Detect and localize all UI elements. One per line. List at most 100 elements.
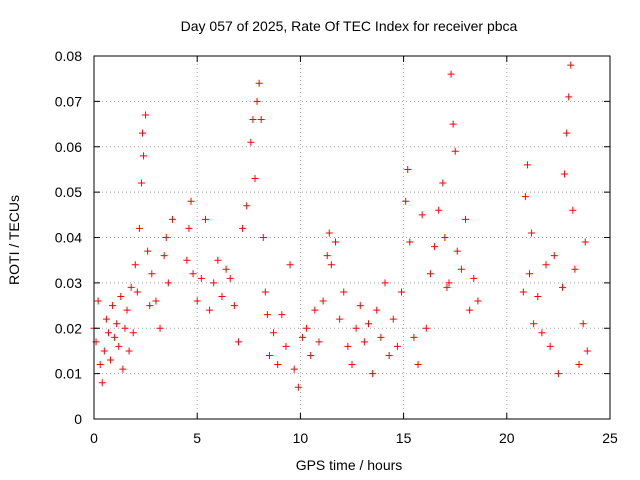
data-point — [261, 288, 269, 296]
data-point — [550, 252, 558, 260]
data-point — [148, 270, 156, 278]
data-point — [201, 215, 209, 223]
data-point — [185, 224, 193, 232]
data-point — [255, 79, 263, 87]
data-point — [113, 320, 121, 328]
data-point — [579, 320, 587, 328]
data-point — [569, 206, 577, 214]
x-tick-label: 5 — [193, 430, 201, 446]
data-point — [526, 270, 534, 278]
data-point — [336, 315, 344, 323]
data-point — [571, 265, 579, 273]
data-point — [286, 261, 294, 269]
y-tick-label: 0.06 — [55, 139, 82, 155]
data-point — [298, 333, 306, 341]
data-point — [247, 138, 255, 146]
y-tick-label: 0.04 — [55, 230, 82, 246]
data-point — [523, 161, 531, 169]
data-point — [360, 338, 368, 346]
data-point — [431, 243, 439, 251]
data-point — [222, 265, 230, 273]
data-point — [139, 129, 147, 137]
data-point — [239, 224, 247, 232]
y-tick-label: 0.05 — [55, 184, 82, 200]
data-point — [234, 338, 242, 346]
data-point — [160, 252, 168, 260]
data-point — [137, 179, 145, 187]
data-point — [119, 365, 127, 373]
data-point — [109, 302, 117, 310]
data-point — [249, 116, 257, 124]
data-point — [581, 238, 589, 246]
data-point — [127, 283, 135, 291]
data-point — [447, 70, 455, 78]
data-point — [104, 329, 112, 337]
data-point — [115, 342, 123, 350]
data-point — [187, 197, 195, 205]
data-point — [435, 206, 443, 214]
data-point — [406, 238, 414, 246]
data-point — [121, 324, 129, 332]
data-point — [162, 234, 170, 241]
data-point — [265, 351, 273, 359]
data-point — [129, 329, 137, 337]
data-point — [470, 274, 478, 282]
data-point — [102, 315, 110, 323]
data-point — [554, 370, 562, 378]
data-point — [111, 333, 119, 341]
data-point — [218, 292, 226, 300]
data-point — [140, 152, 148, 160]
data-point — [325, 229, 333, 237]
data-point — [443, 283, 451, 291]
data-point — [193, 297, 201, 305]
data-point — [369, 370, 377, 378]
data-point — [565, 93, 573, 101]
data-point — [474, 297, 482, 305]
data-point — [94, 297, 102, 305]
data-point — [466, 306, 474, 314]
x-axis-title: GPS time / hours — [296, 457, 403, 473]
data-point — [393, 342, 401, 350]
x-tick-label: 20 — [499, 430, 515, 446]
data-point — [290, 365, 298, 373]
data-point — [197, 274, 205, 282]
data-point — [414, 361, 422, 369]
y-tick-label: 0.02 — [55, 320, 82, 336]
data-point — [462, 215, 470, 223]
data-point — [146, 302, 154, 310]
data-point — [521, 193, 529, 201]
y-tick-label: 0 — [74, 411, 82, 427]
data-point — [575, 361, 583, 369]
data-point — [422, 324, 430, 332]
data-point — [538, 329, 546, 337]
chart-title: Day 057 of 2025, Rate Of TEC Index for r… — [181, 18, 518, 34]
data-point — [356, 302, 364, 310]
data-point — [107, 356, 115, 364]
data-point — [528, 229, 536, 237]
x-tick-label: 15 — [396, 430, 412, 446]
data-point — [243, 202, 251, 210]
data-point — [404, 165, 412, 173]
y-tick-label: 0.07 — [55, 93, 82, 109]
data-point — [389, 315, 397, 323]
data-point — [352, 324, 360, 332]
y-axis-title: ROTI / TECUs — [6, 195, 22, 285]
data-point — [263, 311, 271, 319]
data-point — [206, 306, 214, 314]
data-point — [319, 297, 327, 305]
data-point — [567, 61, 575, 69]
axis-layer: 0 5 10 15 20 25 0 0.01 0.02 0.03 0.04 0.05 0.06 0.07 0… — [55, 48, 618, 446]
data-point — [152, 297, 160, 305]
y-tick-label: 0.08 — [55, 48, 82, 64]
data-point — [340, 288, 348, 296]
x-tick-label: 10 — [293, 430, 309, 446]
data-point — [183, 256, 191, 264]
data-point — [457, 265, 465, 273]
y-tick-label: 0.01 — [55, 366, 82, 382]
data-point — [453, 247, 461, 255]
data-point — [210, 279, 218, 287]
data-point — [142, 111, 150, 119]
data-point — [303, 324, 311, 332]
